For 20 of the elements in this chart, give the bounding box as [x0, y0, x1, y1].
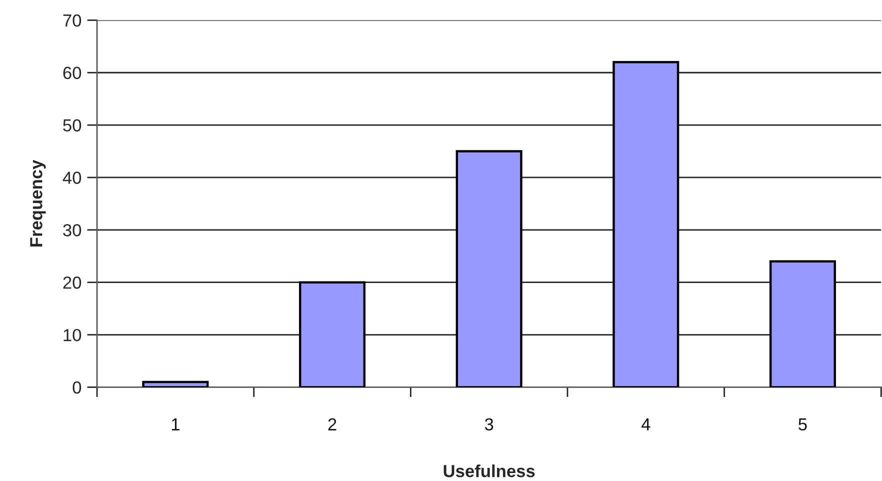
x-tick-label: 5 [798, 418, 807, 431]
y-tick-label: 60 [63, 66, 82, 80]
y-tick-label: 0 [72, 381, 82, 394]
y-tick-label: 10 [64, 328, 82, 342]
bar [769, 260, 836, 388]
x-tick-label: 2 [328, 418, 336, 430]
x-tick-label: 4 [641, 418, 650, 430]
y-axis-title: Frequency [30, 160, 46, 246]
y-tick-label: 20 [63, 276, 82, 289]
y-tick-label: 70 [63, 14, 82, 27]
bar [456, 150, 522, 388]
y-tick-label: 30 [63, 224, 82, 236]
bar [298, 281, 366, 388]
x-axis-title: Usefulness [444, 464, 535, 478]
y-tick-label: 40 [62, 172, 82, 184]
x-tick-label: 3 [484, 418, 494, 431]
y-tick-label: 50 [63, 119, 82, 132]
bar [142, 380, 209, 388]
x-tick-label: 1 [172, 418, 180, 430]
bar [612, 61, 680, 388]
